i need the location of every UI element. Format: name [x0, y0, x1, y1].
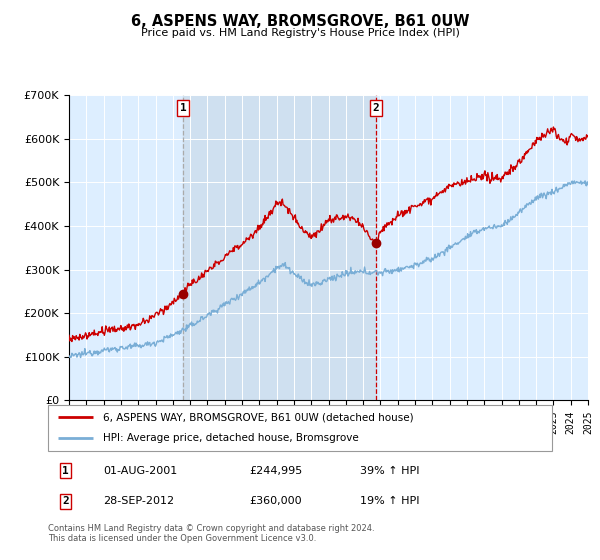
Text: HPI: Average price, detached house, Bromsgrove: HPI: Average price, detached house, Brom… [103, 433, 359, 444]
Text: Price paid vs. HM Land Registry's House Price Index (HPI): Price paid vs. HM Land Registry's House … [140, 28, 460, 38]
Text: £244,995: £244,995 [250, 465, 303, 475]
Text: 6, ASPENS WAY, BROMSGROVE, B61 0UW: 6, ASPENS WAY, BROMSGROVE, B61 0UW [131, 14, 469, 29]
Text: 39% ↑ HPI: 39% ↑ HPI [361, 465, 420, 475]
Text: 2: 2 [62, 496, 69, 506]
Text: 6, ASPENS WAY, BROMSGROVE, B61 0UW (detached house): 6, ASPENS WAY, BROMSGROVE, B61 0UW (deta… [103, 412, 414, 422]
Text: Contains HM Land Registry data © Crown copyright and database right 2024.
This d: Contains HM Land Registry data © Crown c… [48, 524, 374, 543]
FancyBboxPatch shape [48, 405, 552, 451]
Text: 01-AUG-2001: 01-AUG-2001 [103, 465, 178, 475]
Bar [183, 95, 376, 400]
Text: 28-SEP-2012: 28-SEP-2012 [103, 496, 175, 506]
Text: 1: 1 [179, 103, 186, 113]
Text: 2: 2 [373, 103, 379, 113]
Text: 19% ↑ HPI: 19% ↑ HPI [361, 496, 420, 506]
Text: 1: 1 [62, 465, 69, 475]
Text: £360,000: £360,000 [250, 496, 302, 506]
